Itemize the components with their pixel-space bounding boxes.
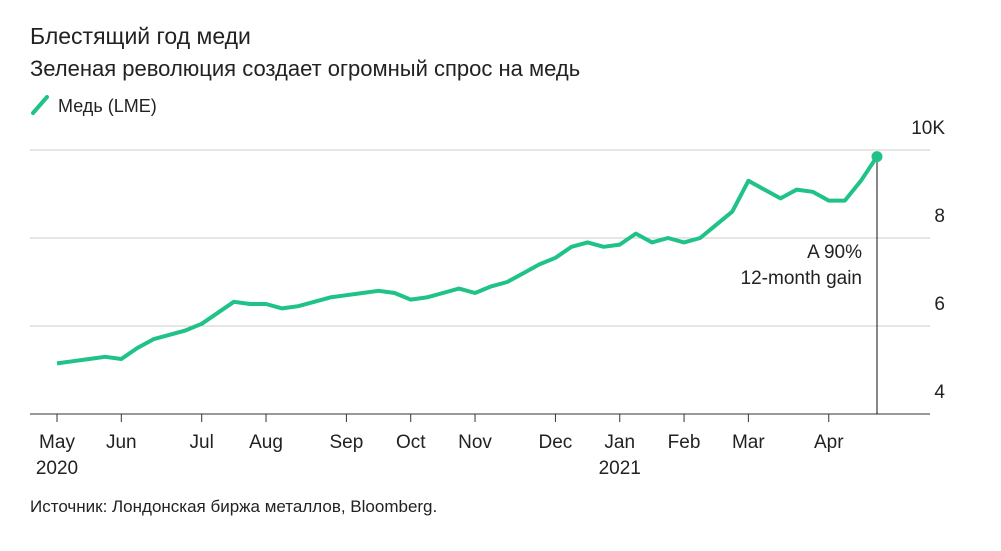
x-tick-label: May 2020 [35, 432, 79, 479]
x-tick-label: Apr [813, 432, 844, 453]
annotation: 12-month gain [741, 268, 862, 289]
y-tick-label: 8 [934, 206, 945, 227]
x-tick-label: Feb [667, 432, 701, 453]
y-tick-label: 6 [934, 294, 945, 315]
chart-title: Блестящий год меди [30, 23, 251, 49]
x-tick-label: Oct [395, 432, 426, 453]
legend-swatch [31, 95, 49, 115]
y-tick-label: 4 [934, 382, 945, 403]
source: Источник: Лондонская биржа металлов, Blo… [30, 497, 437, 516]
x-tick-label: Jan 2021 [598, 432, 641, 479]
x-tick-label: Mar [731, 432, 765, 453]
x-tick-label: Sep [329, 432, 364, 453]
y-tick-label: 10K [911, 118, 945, 139]
x-tick-label: Jun [105, 432, 137, 453]
x-tick-label: Aug [249, 432, 283, 453]
x-tick-label: Jul [189, 432, 214, 453]
legend-label: Медь (LME) [58, 96, 157, 116]
end-point [871, 151, 883, 163]
annotation: A 90% [807, 242, 862, 263]
x-tick-label: Dec [538, 432, 573, 453]
x-tick-label: Nov [458, 432, 492, 453]
chart-subtitle: Зеленая революция создает огромный спрос… [30, 56, 580, 81]
line [56, 155, 879, 366]
